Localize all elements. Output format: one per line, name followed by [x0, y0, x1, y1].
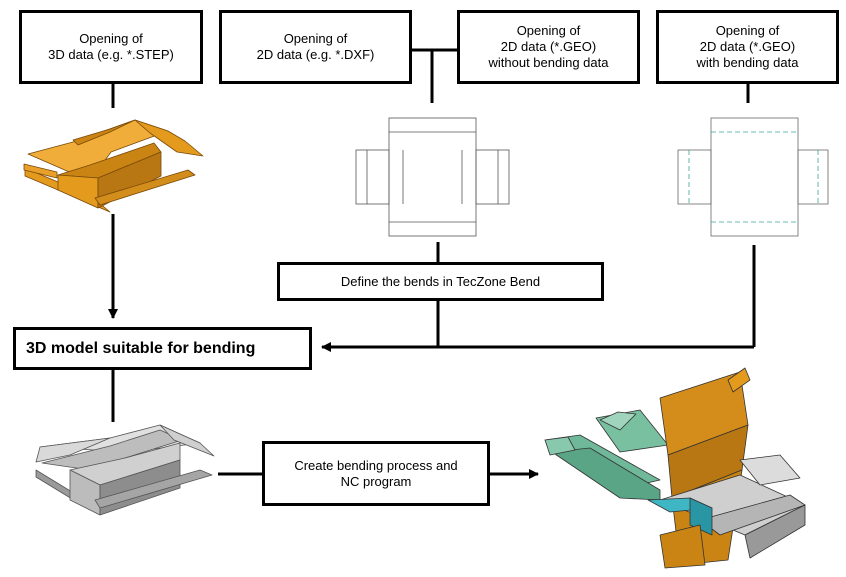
define-bends-box: Define the bends in TecZone Bend	[277, 262, 604, 301]
open-3d-line2: 3D data (e.g. *.STEP)	[48, 47, 174, 62]
open-geo-nobend-line3: without bending data	[488, 55, 609, 70]
open-geo-without-bending-box: Opening of 2D data (*.GEO) without bendi…	[457, 10, 640, 84]
open-geo-nobend-line2: 2D data (*.GEO)	[500, 39, 597, 54]
open-2d-dxf-box: Opening of 2D data (e.g. *.DXF)	[219, 10, 412, 84]
orange-3d-box-model	[23, 119, 204, 213]
create-bending-process-box: Create bending process and NC program	[262, 441, 490, 506]
open-dxf-line1: Opening of	[283, 31, 348, 46]
gray-bent-sheet-tray	[35, 424, 215, 516]
dxf-flat-layout-drawing	[355, 117, 510, 237]
model-suitable-label: 3D model suitable for bending	[26, 339, 256, 357]
open-dxf-line2: 2D data (e.g. *.DXF)	[256, 47, 375, 62]
define-bends-label: Define the bends in TecZone Bend	[340, 273, 541, 289]
open-geo-nobend-line1: Opening of	[516, 23, 581, 38]
open-3d-line1: Opening of	[79, 31, 143, 46]
geo-flat-layout-with-bend-lines	[677, 117, 829, 237]
open-geo-bend-line1: Opening of	[715, 23, 780, 38]
create-process-line1: Create bending process and	[294, 457, 458, 473]
press-brake-machine-model	[544, 367, 806, 569]
open-3d-data-box: Opening of 3D data (e.g. *.STEP)	[19, 10, 203, 84]
open-geo-bend-line2: 2D data (*.GEO)	[699, 39, 796, 54]
create-process-line2: NC program	[340, 473, 412, 489]
model-suitable-box: 3D model suitable for bending	[13, 327, 312, 370]
open-geo-with-bending-box: Opening of 2D data (*.GEO) with bending …	[656, 10, 839, 84]
open-geo-bend-line3: with bending data	[696, 55, 799, 70]
